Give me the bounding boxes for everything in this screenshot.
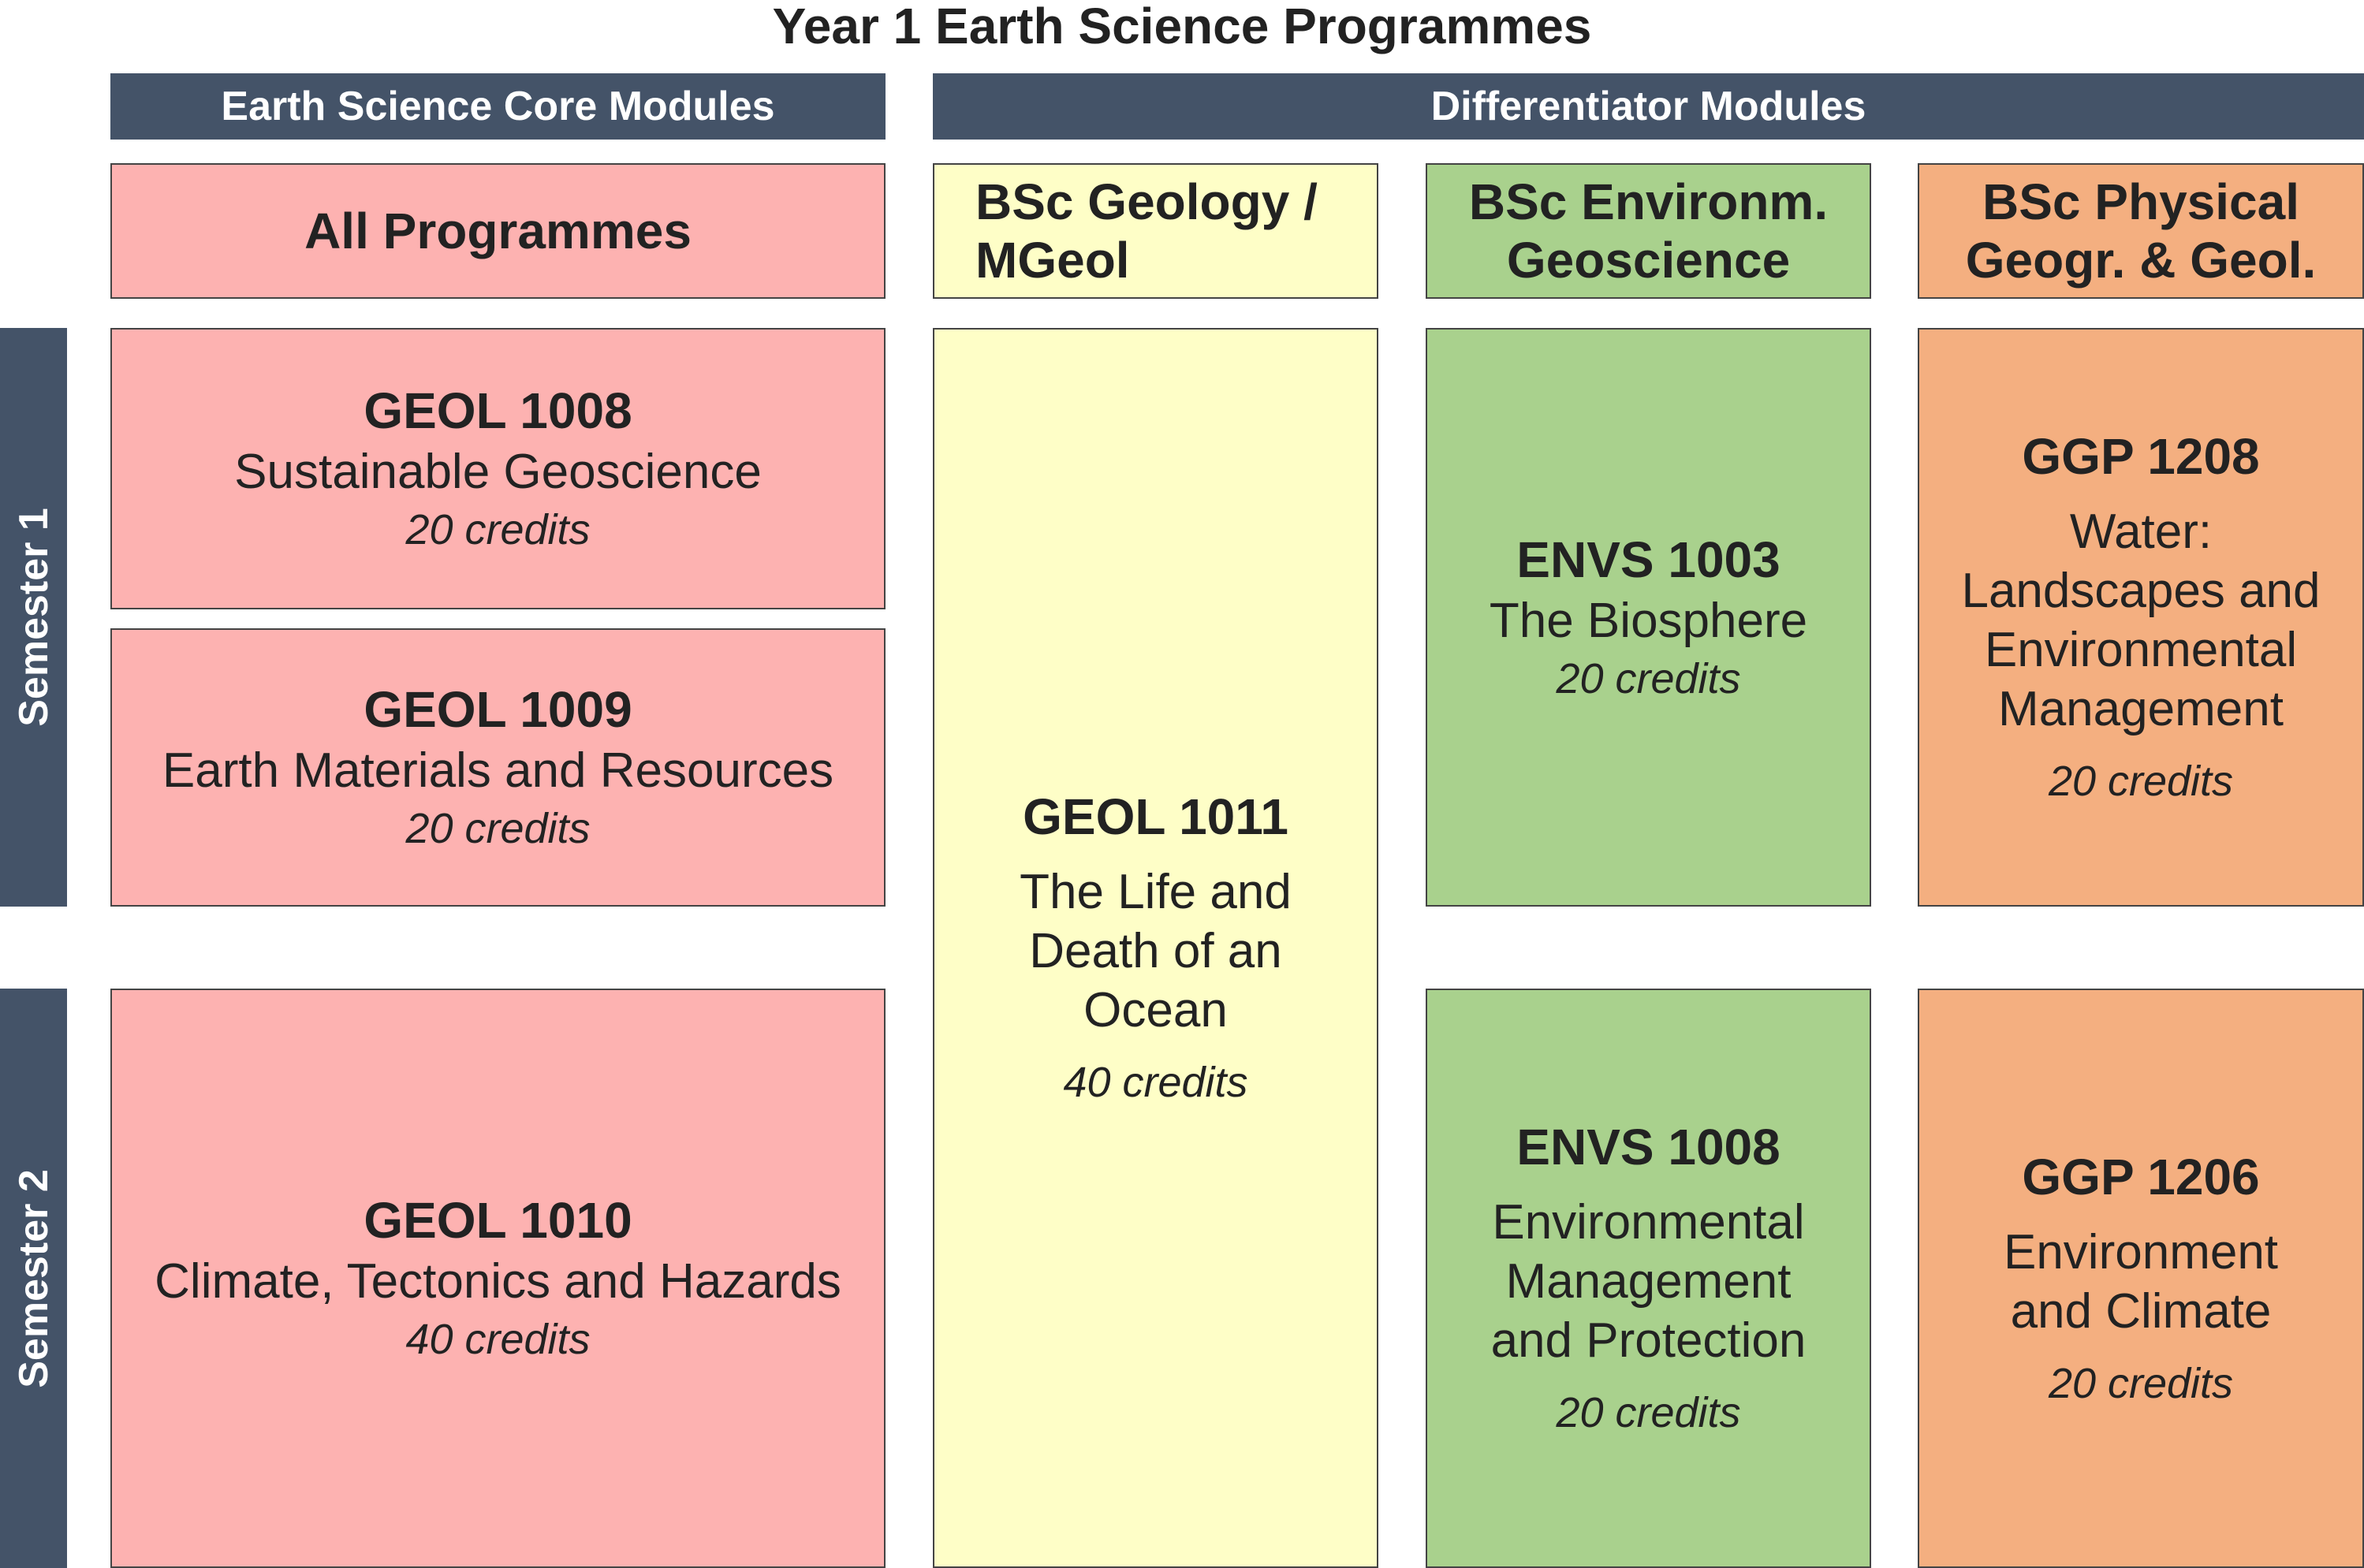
programme-geology: BSc Geology / MGeol <box>933 163 1378 299</box>
module-envs-1003: ENVS 1003 The Biosphere 20 credits <box>1426 328 1871 907</box>
module-code: GGP 1208 <box>2022 428 2260 485</box>
module-code: GEOL 1009 <box>364 681 632 738</box>
module-credits: 20 credits <box>405 506 591 553</box>
module-credits: 20 credits <box>405 805 591 852</box>
module-credits: 20 credits <box>1556 1389 1741 1436</box>
core-modules-header-label: Earth Science Core Modules <box>221 84 775 129</box>
module-credits: 20 credits <box>1556 654 1741 702</box>
semester-1-label: Semester 1 <box>10 508 57 727</box>
module-name-line-1: Environment <box>2003 1224 2279 1279</box>
module-code: GEOL 1011 <box>1023 788 1288 845</box>
module-ggp-1208: GGP 1208 Water: Landscapes and Environme… <box>1918 328 2364 907</box>
module-geol-1008: GEOL 1008 Sustainable Geoscience 20 cred… <box>110 328 886 609</box>
module-geol-1011: GEOL 1011 The Life and Death of an Ocean… <box>933 328 1378 1568</box>
module-code: GEOL 1010 <box>364 1192 632 1249</box>
module-ggp-1206: GGP 1206 Environment and Climate 20 cred… <box>1918 989 2364 1568</box>
module-name-line-1: Water: <box>2069 505 2213 559</box>
module-credits: 40 credits <box>405 1316 591 1363</box>
module-name-line-4: Management <box>1998 682 2284 736</box>
module-credits: 40 credits <box>1063 1059 1248 1106</box>
module-credits: 20 credits <box>2048 758 2234 805</box>
module-geol-1009: GEOL 1009 Earth Materials and Resources … <box>110 628 886 907</box>
module-code: ENVS 1008 <box>1516 1119 1780 1175</box>
module-name: Sustainable Geoscience <box>234 445 762 499</box>
module-name: Earth Materials and Resources <box>162 743 834 798</box>
semester-2-bar: Semester 2 <box>0 989 67 1568</box>
module-name: Climate, Tectonics and Hazards <box>155 1254 841 1309</box>
module-name-line-2: and Climate <box>2010 1283 2272 1339</box>
semester-2-label: Semester 2 <box>10 1168 57 1388</box>
semester-1-bar: Semester 1 <box>0 328 67 907</box>
module-name-line-3: and Protection <box>1490 1313 1807 1368</box>
programme-all-label: All Programmes <box>304 203 692 259</box>
module-name-line-2: Landscapes and <box>1961 564 2321 618</box>
module-code: ENVS 1003 <box>1516 531 1780 588</box>
module-name-line-3: Ocean <box>1083 983 1228 1037</box>
module-geol-1010: GEOL 1010 Climate, Tectonics and Hazards… <box>110 989 886 1568</box>
differentiator-modules-header-label: Differentiator Modules <box>1430 84 1866 129</box>
module-name-line-2: Death of an <box>1029 924 1282 978</box>
programme-physical-geography: BSc Physical Geogr. & Geol. <box>1918 163 2364 299</box>
programme-environmental-line-1: BSc Environm. <box>1468 173 1829 230</box>
programme-all: All Programmes <box>110 163 886 299</box>
programme-geology-line-1: BSc Geology / <box>975 173 1318 230</box>
core-modules-header: Earth Science Core Modules <box>110 73 886 140</box>
programme-environmental-geoscience: BSc Environm. Geoscience <box>1426 163 1871 299</box>
module-envs-1008: ENVS 1008 Environmental Management and P… <box>1426 989 1871 1568</box>
module-name-line-1: The Life and <box>1020 865 1292 919</box>
module-name-line-1: Environmental <box>1492 1195 1805 1250</box>
programme-geology-line-2: MGeol <box>975 232 1130 289</box>
diagram-title: Year 1 Earth Science Programmes <box>772 0 1592 54</box>
programme-physical-line-2: Geogr. & Geol. <box>1965 232 2317 289</box>
module-code: GEOL 1008 <box>364 382 632 439</box>
module-name: The Biosphere <box>1489 593 1808 648</box>
module-name-line-2: Management <box>1505 1254 1792 1309</box>
module-code: GGP 1206 <box>2022 1148 2260 1205</box>
module-name-line-3: Environmental <box>1984 623 2298 677</box>
differentiator-modules-header: Differentiator Modules <box>933 73 2364 140</box>
programme-environmental-line-2: Geoscience <box>1506 232 1791 289</box>
module-credits: 20 credits <box>2048 1359 2234 1407</box>
programme-physical-line-1: BSc Physical <box>1982 173 2299 230</box>
